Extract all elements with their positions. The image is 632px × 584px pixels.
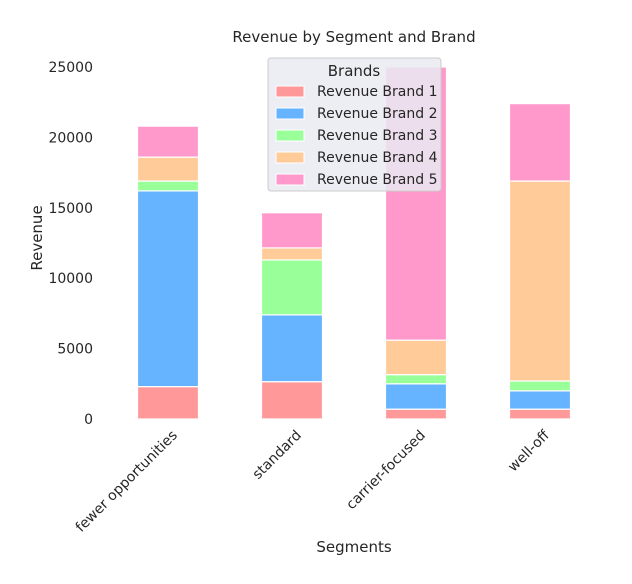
legend-frame [267,57,442,192]
y-axis-ticks: 0 5000 10000 15000 20000 25000 [48,60,93,428]
x-tick-label: fewer opportunities [73,428,181,536]
y-tick-label: 10000 [48,271,93,287]
x-axis-ticks: fewer opportunities standard carrier-focus… [73,427,553,535]
legend-label-3: Revenue Brand 3 [317,128,437,144]
bar-segment-2-3 [384,383,448,410]
legend-label-5: Revenue Brand 5 [317,172,437,188]
y-tick-label: 15000 [48,201,93,217]
x-axis-label: Segments [316,538,392,556]
legend-label-4: Revenue Brand 4 [317,150,438,166]
bar-segment-5-1 [136,125,200,158]
legend-swatch-5 [275,173,305,186]
legend-swatch-1 [275,85,305,98]
y-tick-label: 20000 [48,130,93,146]
bar-segment-2-1 [136,190,200,388]
bar-segment-4-4 [508,180,572,382]
bar-segment-3-4 [508,380,572,392]
bar-segment-4-1 [136,156,200,182]
x-tick-label: well-off [505,427,553,475]
legend-label-1: Revenue Brand 1 [317,84,437,100]
bar-segment-2-2 [260,314,324,383]
bars-layer [136,66,572,420]
bar-segment-3-3 [384,374,448,385]
legend-title: Brands [328,62,381,80]
legend-swatch-3 [275,129,305,142]
legend-swatch-4 [275,151,305,164]
bar-segment-5-4 [508,103,572,182]
bar-segment-2-4 [508,390,572,410]
bar-segment-1-2 [260,381,324,420]
bar-segment-1-3 [384,408,448,420]
y-tick-label: 0 [84,412,93,428]
legend-items: Revenue Brand 1 Revenue Brand 2 Revenue Br… [275,84,438,188]
bar-segment-1-1 [136,386,200,420]
bar-segment-3-2 [260,259,324,316]
legend-swatch-2 [275,107,305,120]
y-axis-label: Revenue [28,205,46,270]
bar-segment-4-3 [384,339,448,376]
x-tick-label: carrier-focused [343,428,428,513]
y-tick-label: 25000 [48,60,93,76]
bar-segment-3-1 [136,180,200,192]
chart-title: Revenue by Segment and Brand [232,28,475,46]
bar-segment-4-2 [260,247,324,261]
x-tick-label: standard [250,428,305,483]
legend-label-2: Revenue Brand 2 [317,106,437,122]
y-tick-label: 5000 [57,342,93,358]
bar-segment-5-2 [260,212,324,249]
bar-segment-1-4 [508,408,572,420]
